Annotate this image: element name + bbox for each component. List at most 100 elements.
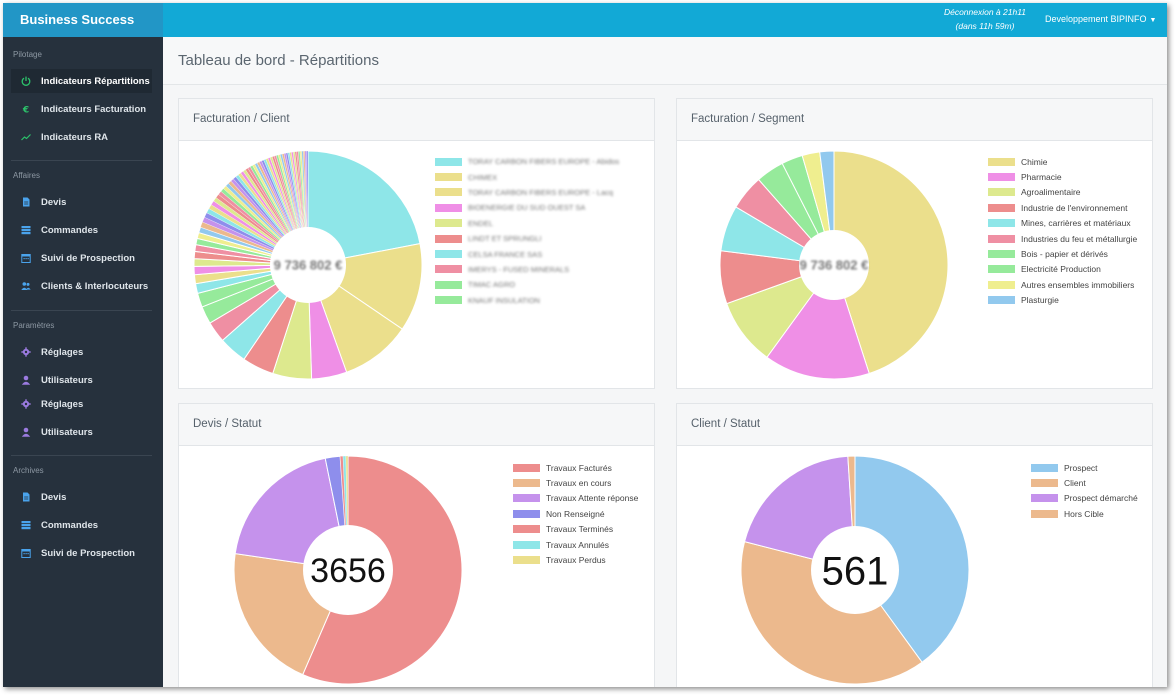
nav-archives-suivi-prospection[interactable]: Suivi de Prospection bbox=[11, 541, 152, 565]
legend-swatch bbox=[988, 203, 1015, 212]
top-bar: Déconnexion à 21h11 (dans 11h 59m) Devel… bbox=[163, 3, 1167, 37]
legend-swatch bbox=[435, 296, 462, 305]
legend-swatch bbox=[435, 203, 462, 212]
panel-title: Facturation / Segment bbox=[677, 99, 1152, 141]
session-timer: Déconnexion à 21h11 (dans 11h 59m) bbox=[935, 5, 1035, 33]
nav-indicateurs-facturation[interactable]: € Indicateurs Facturation bbox=[11, 97, 152, 121]
nav-archives-commandes[interactable]: Commandes bbox=[11, 513, 152, 537]
legend-swatch bbox=[988, 219, 1015, 228]
donut-center-value: 3656 bbox=[310, 552, 386, 590]
nav-utilisateurs-2[interactable]: Utilisateurs bbox=[11, 420, 152, 444]
legend-label: Prospect bbox=[1064, 462, 1098, 473]
legend-item: TORAY CARBON FIBERS EUROPE - Abidos bbox=[435, 154, 619, 169]
nav-commandes[interactable]: Commandes bbox=[11, 218, 152, 242]
legend-label: Autres ensembles immobiliers bbox=[1021, 279, 1135, 290]
legend-item: Travaux Attente réponse bbox=[513, 491, 638, 506]
legend: Travaux Facturés Travaux en cours Travau… bbox=[513, 460, 638, 568]
legend-label: KNAUF INSULATION bbox=[468, 295, 540, 305]
donut-hole bbox=[303, 525, 393, 615]
donut-hole bbox=[811, 526, 899, 614]
nav-reglages[interactable]: Réglages bbox=[11, 340, 152, 364]
legend-label: LINDT ET SPRUNGLI bbox=[468, 234, 542, 244]
legend-label: TORAY CARBON FIBERS EUROPE - Lacq bbox=[468, 187, 614, 197]
legend-label: CELSA FRANCE SAS bbox=[468, 249, 543, 259]
legend-label: Client bbox=[1064, 478, 1086, 489]
legend-item: Travaux Perdus bbox=[513, 552, 638, 567]
section-label-affaires: Affaires bbox=[13, 171, 40, 180]
nav-label: Indicateurs Répartitions bbox=[41, 75, 150, 87]
sidebar: Business Success Pilotage Indicateurs Ré… bbox=[3, 3, 163, 687]
panel-client-statut: Client / Statut 561 Prospect Client Pros… bbox=[676, 403, 1153, 687]
power-icon bbox=[11, 76, 41, 86]
pie-slice[interactable] bbox=[307, 150, 421, 266]
user-menu[interactable]: Developpement BIPINFO ▼ bbox=[1045, 14, 1156, 24]
nav-archives-devis[interactable]: Devis bbox=[11, 485, 152, 509]
pie-chart-facturation-client: 9 736 802 € bbox=[193, 150, 423, 380]
legend-item: IMERYS - FUSED MINERALS bbox=[435, 262, 619, 277]
legend-swatch bbox=[513, 556, 540, 565]
legend-label: Plasturgie bbox=[1021, 295, 1059, 306]
legend-swatch bbox=[435, 280, 462, 289]
legend-swatch bbox=[1031, 494, 1058, 503]
nav-devis[interactable]: Devis bbox=[11, 190, 152, 214]
nav-label: Commandes bbox=[41, 519, 99, 531]
legend-swatch bbox=[513, 463, 540, 472]
legend-item: Industries du feu et métallurgie bbox=[988, 231, 1137, 246]
legend-item: CELSA FRANCE SAS bbox=[435, 246, 619, 261]
nav-label: Suivi de Prospection bbox=[41, 252, 135, 264]
nav-indicateurs-repartitions[interactable]: Indicateurs Répartitions bbox=[11, 69, 152, 93]
gear-icon bbox=[11, 399, 41, 409]
gear-icon bbox=[11, 347, 41, 357]
legend-item: Travaux en cours bbox=[513, 475, 638, 490]
section-label-pilotage: Pilotage bbox=[13, 50, 42, 59]
legend-label: TIMAC AGRO bbox=[468, 280, 516, 290]
legend-item: Chimie bbox=[988, 154, 1137, 169]
legend: Prospect Client Prospect démarché Hors C… bbox=[1031, 460, 1138, 522]
nav-label: Utilisateurs bbox=[41, 426, 93, 438]
legend-label: Agroalimentaire bbox=[1021, 187, 1081, 198]
legend-label: Industrie de l'environnement bbox=[1021, 202, 1128, 213]
legend-swatch bbox=[513, 540, 540, 549]
divider bbox=[11, 455, 152, 456]
legend-item: Travaux Terminés bbox=[513, 522, 638, 537]
legend-item: ENDEL bbox=[435, 216, 619, 231]
legend-item: Electricité Production bbox=[988, 262, 1137, 277]
pie-slice[interactable] bbox=[854, 455, 970, 663]
nav-label: Indicateurs Facturation bbox=[41, 103, 147, 115]
donut-center-value: 9 736 802 € bbox=[800, 258, 869, 273]
legend-item: Travaux Annulés bbox=[513, 537, 638, 552]
pie-slice[interactable] bbox=[833, 150, 949, 375]
nav-label: Devis bbox=[41, 491, 67, 503]
legend-swatch bbox=[988, 280, 1015, 289]
list-icon bbox=[11, 520, 41, 530]
pie-slice[interactable] bbox=[766, 263, 870, 380]
legend-label: Prospect démarché bbox=[1064, 493, 1138, 504]
legend-label: Hors Cible bbox=[1064, 508, 1104, 519]
legend-swatch bbox=[513, 479, 540, 488]
legend-swatch bbox=[1031, 463, 1058, 472]
pie-slice[interactable] bbox=[740, 541, 923, 685]
legend-swatch bbox=[988, 173, 1015, 182]
legend-item: Prospect démarché bbox=[1031, 491, 1138, 506]
nav-reglages-2[interactable]: Réglages bbox=[11, 392, 152, 416]
legend-item: TIMAC AGRO bbox=[435, 277, 619, 292]
nav-clients-interlocuteurs[interactable]: Clients & Interlocuteurs bbox=[11, 274, 152, 298]
calendar-icon bbox=[11, 548, 41, 558]
legend-item: TORAY CARBON FIBERS EUROPE - Lacq bbox=[435, 185, 619, 200]
legend-label: IMERYS - FUSED MINERALS bbox=[468, 264, 570, 274]
nav-utilisateurs[interactable]: Utilisateurs bbox=[11, 368, 152, 392]
document-icon bbox=[11, 492, 41, 502]
nav-label: Réglages bbox=[41, 398, 84, 410]
brand-logo[interactable]: Business Success bbox=[3, 3, 163, 37]
nav-label: Réglages bbox=[41, 346, 84, 358]
legend-item: CHIMEX bbox=[435, 169, 619, 184]
nav-indicateurs-ra[interactable]: Indicateurs RA bbox=[11, 125, 152, 149]
legend-swatch bbox=[1031, 479, 1058, 488]
page-title: Tableau de bord - Répartitions bbox=[178, 52, 379, 69]
page-header: Tableau de bord - Répartitions bbox=[163, 37, 1167, 85]
legend-label: CHIMEX bbox=[468, 172, 498, 182]
legend-label: Industries du feu et métallurgie bbox=[1021, 233, 1138, 244]
section-label-parametres: Paramètres bbox=[13, 321, 55, 330]
nav-suivi-prospection[interactable]: Suivi de Prospection bbox=[11, 246, 152, 270]
nav-label: Commandes bbox=[41, 224, 99, 236]
